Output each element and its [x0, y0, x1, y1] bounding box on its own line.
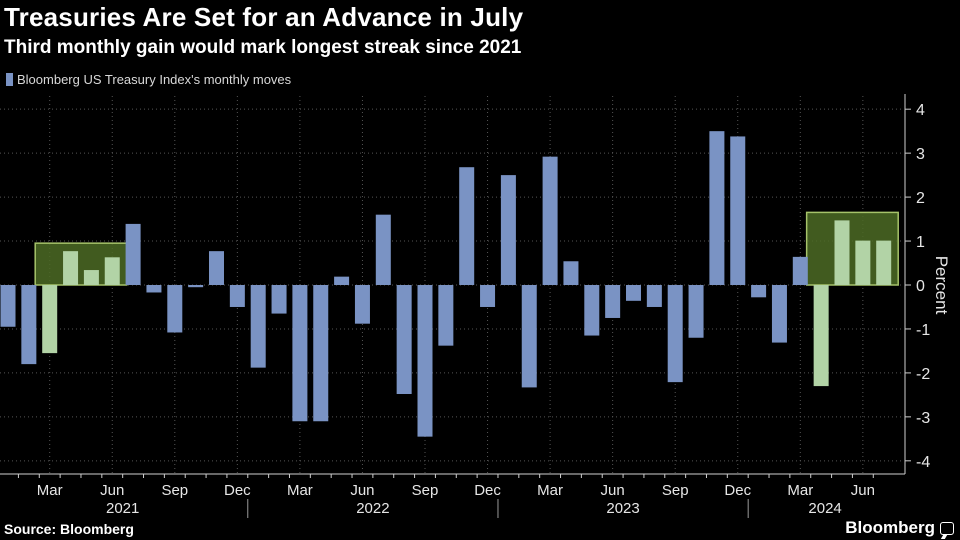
bar	[792, 256, 808, 285]
bar	[292, 285, 308, 422]
bar	[438, 285, 454, 346]
bar	[542, 156, 558, 285]
bar	[688, 285, 704, 338]
y-tick-label: -2	[916, 366, 930, 383]
x-tick-label: Jun	[851, 482, 875, 499]
bar	[563, 261, 579, 285]
y-tick-label: 3	[916, 146, 925, 163]
year-label: 2021	[106, 500, 139, 517]
bar	[521, 285, 537, 388]
x-tick-label: Sep	[662, 482, 689, 499]
bar	[771, 285, 787, 343]
y-tick-label: -1	[916, 322, 930, 339]
bar	[605, 285, 621, 318]
y-axis-label: Percent	[932, 256, 951, 315]
y-tick-label: -4	[916, 454, 930, 471]
bar	[417, 285, 433, 437]
bar	[459, 167, 475, 285]
brand-name: Bloomberg	[845, 518, 935, 537]
x-tick-label: Sep	[161, 482, 188, 499]
bar	[646, 285, 662, 307]
bar	[813, 285, 829, 387]
bar	[209, 251, 224, 285]
x-tick-label: Jun	[100, 482, 124, 499]
bar	[313, 285, 329, 422]
bar	[667, 285, 683, 383]
x-tick-label: Dec	[224, 482, 251, 499]
x-tick-label: Jun	[350, 482, 374, 499]
year-label: 2022	[356, 500, 389, 517]
bar	[250, 285, 266, 368]
bar	[188, 285, 204, 288]
bar	[834, 220, 850, 285]
bar	[855, 240, 871, 285]
x-tick-label: Jun	[601, 482, 625, 499]
x-tick-label: Mar	[37, 482, 63, 499]
chart-title: Treasuries Are Set for an Advance in Jul…	[4, 2, 524, 32]
bar	[354, 285, 370, 324]
bar	[480, 285, 496, 307]
x-tick-label: Mar	[787, 482, 813, 499]
legend-label: Bloomberg US Treasury Index's monthly mo…	[17, 72, 292, 87]
bar	[104, 257, 120, 285]
brand-logo: Bloomberg	[845, 518, 954, 538]
bar	[709, 131, 725, 285]
bar	[500, 175, 516, 285]
bar	[125, 223, 141, 285]
y-tick-label: 0	[916, 278, 925, 295]
y-tick-label: -3	[916, 410, 930, 427]
x-tick-label: Dec	[724, 482, 751, 499]
bar	[271, 285, 287, 314]
x-tick-label: Sep	[412, 482, 439, 499]
x-tick-label: Mar	[287, 482, 313, 499]
bar	[146, 285, 162, 293]
year-label: 2023	[606, 500, 639, 517]
bar	[42, 285, 58, 354]
bar	[0, 285, 16, 327]
bar	[229, 285, 245, 307]
bar	[730, 136, 746, 285]
source-note: Source: Bloomberg	[4, 521, 134, 537]
bar	[751, 285, 767, 298]
y-tick-label: 4	[916, 102, 925, 119]
bar	[375, 214, 391, 285]
bar	[167, 285, 183, 333]
legend-swatch	[6, 73, 13, 86]
bar	[63, 251, 79, 285]
bar	[83, 270, 99, 285]
legend: Bloomberg US Treasury Index's monthly mo…	[6, 72, 291, 87]
x-tick-label: Dec	[474, 482, 501, 499]
year-label: 2024	[808, 500, 841, 517]
bar	[626, 285, 641, 301]
y-tick-label: 1	[916, 234, 925, 251]
bar	[876, 240, 892, 285]
chart-subtitle: Third monthly gain would mark longest st…	[4, 37, 522, 58]
chat-bubble-icon	[940, 521, 954, 535]
bar	[21, 285, 37, 365]
bar	[334, 276, 350, 285]
bar	[584, 285, 600, 336]
y-tick-label: 2	[916, 190, 925, 207]
bar	[396, 285, 412, 395]
x-tick-label: Mar	[537, 482, 563, 499]
